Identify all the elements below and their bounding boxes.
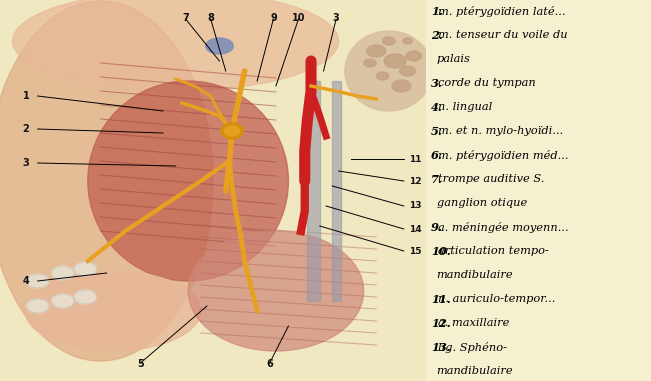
Ellipse shape: [406, 51, 422, 61]
Text: n. auriculo-tempor...: n. auriculo-tempor...: [438, 294, 555, 304]
Text: 5: 5: [137, 359, 144, 369]
Text: 7.: 7.: [431, 174, 443, 185]
Text: trompe auditive S.: trompe auditive S.: [438, 174, 544, 184]
Text: 6.: 6.: [431, 150, 443, 161]
Text: a. maxillaire: a. maxillaire: [438, 318, 510, 328]
Text: 12.: 12.: [431, 318, 450, 329]
Text: corde du tympan: corde du tympan: [438, 78, 536, 88]
Ellipse shape: [26, 274, 49, 288]
Ellipse shape: [26, 299, 49, 313]
Text: 14: 14: [409, 224, 421, 234]
Ellipse shape: [88, 81, 288, 281]
Ellipse shape: [51, 266, 74, 280]
Ellipse shape: [400, 66, 415, 76]
Ellipse shape: [345, 31, 433, 111]
Bar: [307, 81, 320, 301]
Ellipse shape: [384, 54, 406, 68]
Text: mandibulaire: mandibulaire: [437, 366, 513, 376]
Ellipse shape: [188, 231, 364, 351]
Ellipse shape: [225, 126, 240, 136]
Ellipse shape: [206, 38, 233, 54]
Text: 11.: 11.: [431, 294, 450, 305]
Ellipse shape: [392, 80, 411, 92]
Text: palais: palais: [437, 54, 471, 64]
Text: 4.: 4.: [431, 102, 443, 113]
Text: m. tenseur du voile du: m. tenseur du voile du: [438, 30, 568, 40]
Text: 10.: 10.: [431, 246, 450, 257]
Text: 11: 11: [409, 155, 421, 163]
Ellipse shape: [12, 0, 339, 91]
Text: 13.: 13.: [431, 342, 450, 353]
Text: 12: 12: [409, 176, 421, 186]
Ellipse shape: [74, 290, 96, 304]
Text: a. méningée moyenn...: a. méningée moyenn...: [438, 222, 569, 233]
Text: 2: 2: [23, 124, 29, 134]
Ellipse shape: [383, 37, 395, 45]
Text: 13: 13: [409, 202, 421, 210]
Text: 3.: 3.: [431, 78, 443, 89]
Text: 2.: 2.: [431, 30, 443, 41]
Ellipse shape: [221, 123, 243, 139]
Text: ganglion otique: ganglion otique: [437, 198, 527, 208]
Text: m. et n. mylo-hyoïdi...: m. et n. mylo-hyoïdi...: [438, 126, 563, 136]
Text: 3: 3: [23, 158, 29, 168]
Ellipse shape: [74, 262, 96, 276]
Text: n. lingual: n. lingual: [438, 102, 492, 112]
Text: 7: 7: [182, 13, 189, 23]
Text: 3: 3: [333, 13, 339, 23]
Text: lig. Sphéno-: lig. Sphéno-: [438, 342, 507, 353]
Ellipse shape: [25, 271, 201, 351]
Ellipse shape: [0, 1, 214, 361]
Text: 9.: 9.: [431, 222, 443, 233]
Ellipse shape: [376, 72, 389, 80]
Text: 4: 4: [23, 276, 29, 286]
Ellipse shape: [403, 38, 412, 44]
Text: mandibulaire: mandibulaire: [437, 270, 513, 280]
Text: 1: 1: [23, 91, 29, 101]
Bar: [333, 81, 341, 301]
Text: articulation tempo-: articulation tempo-: [438, 246, 549, 256]
Text: 15: 15: [409, 247, 421, 256]
Text: m. ptérygoïdien laté...: m. ptérygoïdien laté...: [438, 6, 566, 17]
Text: 1.: 1.: [431, 6, 443, 17]
Text: 8: 8: [207, 13, 214, 23]
Text: 10: 10: [292, 13, 305, 23]
Ellipse shape: [51, 294, 74, 308]
Text: 6: 6: [266, 359, 273, 369]
Text: 5.: 5.: [431, 126, 443, 137]
Text: m. ptérygoïdien méd...: m. ptérygoïdien méd...: [438, 150, 568, 161]
Text: 9: 9: [270, 13, 277, 23]
Ellipse shape: [364, 59, 376, 67]
Ellipse shape: [367, 45, 385, 57]
